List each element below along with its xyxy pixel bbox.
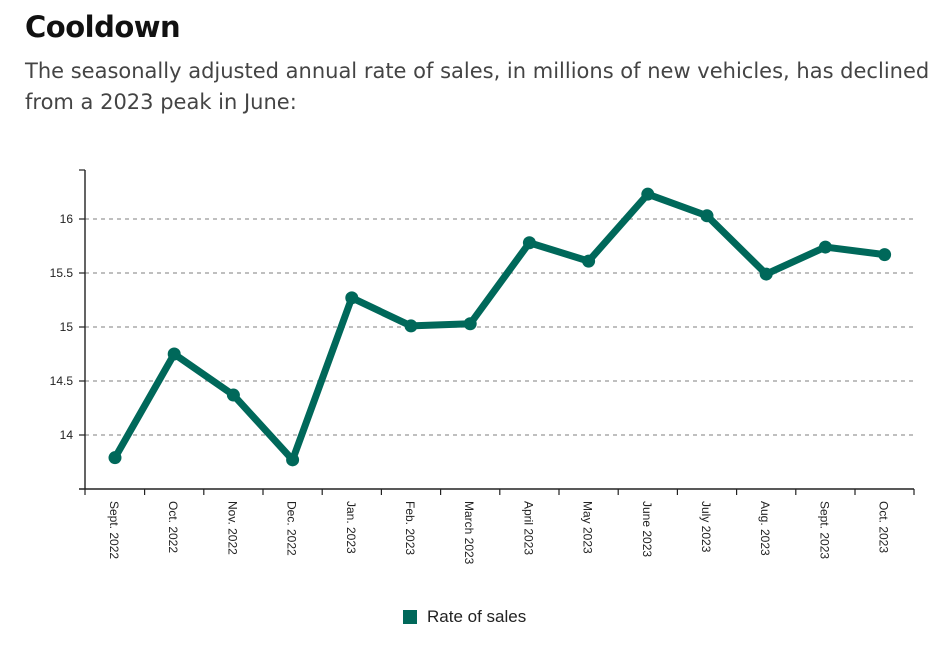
- x-tick-label: March 2023: [462, 501, 476, 565]
- data-point: [108, 451, 122, 465]
- x-tick-label: Dec. 2022: [285, 501, 299, 556]
- y-tick-label: 14.5: [50, 374, 74, 388]
- data-point: [582, 254, 596, 268]
- gridlines: [85, 218, 914, 436]
- data-point: [641, 187, 655, 201]
- data-point: [226, 388, 240, 402]
- data-point: [286, 453, 300, 467]
- y-tick-label: 14: [60, 428, 74, 442]
- line-chart: 14 14.5 15 15.5 16 Sept. 2022 Oct. 2022 Nov. 20…: [50, 169, 915, 565]
- x-tick-label: Sept. 2023: [817, 501, 831, 559]
- x-tick-label: Jan. 2023: [344, 501, 358, 554]
- data-point: [404, 319, 418, 333]
- series-line: [111, 190, 889, 464]
- data-point: [818, 240, 832, 254]
- chart-subtitle: The seasonally adjusted annual rate of s…: [25, 59, 930, 114]
- x-tick-label: Nov. 2022: [225, 501, 239, 555]
- data-point: [700, 209, 714, 223]
- legend-label: Rate of sales: [427, 607, 527, 626]
- data-point: [878, 248, 892, 262]
- x-tick-label: July 2023: [699, 501, 713, 553]
- data-point: [759, 267, 773, 281]
- x-tick-label: May 2023: [581, 501, 595, 554]
- x-tick-label: June 2023: [640, 501, 654, 557]
- x-tick-label: Oct. 2022: [166, 501, 180, 553]
- legend: Rate of sales: [403, 607, 526, 627]
- x-tick-label: Feb. 2023: [403, 501, 417, 555]
- x-tick-label: Aug. 2023: [758, 501, 772, 556]
- x-tick-label: Oct. 2023: [877, 501, 891, 553]
- data-point: [522, 236, 536, 250]
- data-point: [463, 317, 477, 331]
- x-tick-label: April 2023: [521, 501, 535, 555]
- axes: 14 14.5 15 15.5 16 Sept. 2022 Oct. 2022 Nov. 20…: [50, 169, 915, 565]
- legend-swatch: [403, 610, 417, 624]
- y-tick-label: 16: [60, 212, 74, 226]
- y-tick-label: 15.5: [50, 266, 74, 280]
- y-tick-label: 15: [60, 320, 74, 334]
- data-point: [345, 291, 359, 305]
- x-tick-label: Sept. 2022: [107, 501, 121, 559]
- data-point: [167, 347, 181, 361]
- series-rate-of-sales: [108, 187, 892, 467]
- chart-title: Cooldown: [25, 10, 181, 44]
